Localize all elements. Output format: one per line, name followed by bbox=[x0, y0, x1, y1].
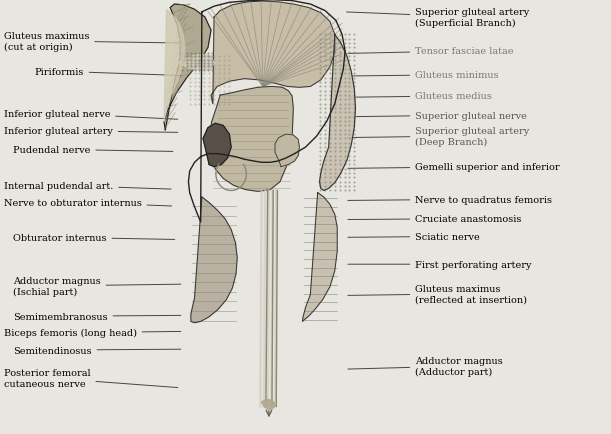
Polygon shape bbox=[164, 10, 185, 123]
Text: Gluteus medius: Gluteus medius bbox=[348, 92, 492, 101]
Text: Pudendal nerve: Pudendal nerve bbox=[13, 145, 173, 155]
Text: Cruciate anastomosis: Cruciate anastomosis bbox=[348, 215, 522, 224]
Text: Nerve to obturator internus: Nerve to obturator internus bbox=[4, 198, 172, 207]
Text: Gluteus maximus
(cut at origin): Gluteus maximus (cut at origin) bbox=[4, 32, 181, 52]
Polygon shape bbox=[191, 197, 237, 323]
Polygon shape bbox=[302, 193, 337, 322]
Polygon shape bbox=[209, 87, 293, 192]
Text: Obturator internus: Obturator internus bbox=[13, 233, 175, 242]
Text: Adductor magnus
(Adductor part): Adductor magnus (Adductor part) bbox=[348, 356, 503, 376]
Text: Sciatic nerve: Sciatic nerve bbox=[348, 233, 480, 241]
Text: Tensor fasciae latae: Tensor fasciae latae bbox=[348, 47, 514, 56]
Text: Adductor magnus
(Ischial part): Adductor magnus (Ischial part) bbox=[13, 276, 181, 296]
Text: Inferior gluteal nerve: Inferior gluteal nerve bbox=[4, 109, 178, 120]
Text: Gluteus minimus: Gluteus minimus bbox=[348, 71, 499, 80]
Text: Gluteus maximus
(reflected at insertion): Gluteus maximus (reflected at insertion) bbox=[348, 284, 527, 304]
Text: Biceps femoris (long head): Biceps femoris (long head) bbox=[4, 329, 181, 338]
Text: Superior gluteal artery
(Superficial Branch): Superior gluteal artery (Superficial Bra… bbox=[346, 8, 530, 28]
Polygon shape bbox=[177, 55, 214, 71]
Text: Piriformis: Piriformis bbox=[34, 68, 181, 76]
Polygon shape bbox=[164, 5, 211, 131]
Text: Semimembranosus: Semimembranosus bbox=[13, 312, 181, 321]
Text: Inferior gluteal artery: Inferior gluteal artery bbox=[4, 127, 178, 136]
Text: Nerve to quadratus femoris: Nerve to quadratus femoris bbox=[348, 195, 552, 204]
Text: First perforating artery: First perforating artery bbox=[348, 260, 532, 269]
Polygon shape bbox=[262, 400, 275, 410]
Text: Semitendinosus: Semitendinosus bbox=[13, 346, 181, 355]
Polygon shape bbox=[211, 2, 335, 105]
Text: Posterior femoral
cutaneous nerve: Posterior femoral cutaneous nerve bbox=[4, 368, 178, 388]
Text: Superior gluteal artery
(Deep Branch): Superior gluteal artery (Deep Branch) bbox=[348, 127, 530, 146]
Polygon shape bbox=[203, 124, 231, 167]
Polygon shape bbox=[275, 135, 299, 167]
Text: Superior gluteal nerve: Superior gluteal nerve bbox=[348, 111, 527, 120]
Polygon shape bbox=[320, 35, 356, 191]
Text: Gemelli superior and inferior: Gemelli superior and inferior bbox=[348, 163, 560, 172]
Text: Internal pudendal art.: Internal pudendal art. bbox=[4, 181, 171, 191]
